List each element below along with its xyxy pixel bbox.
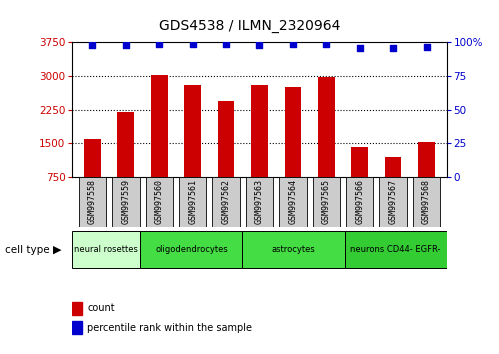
Bar: [84, 139, 101, 177]
Point: [322, 41, 330, 47]
Text: neurons CD44- EGFR-: neurons CD44- EGFR-: [350, 245, 441, 254]
Bar: [418, 142, 435, 177]
Text: GSM997559: GSM997559: [121, 179, 130, 224]
Bar: [385, 157, 402, 177]
Text: GSM997564: GSM997564: [288, 179, 297, 224]
Bar: [279, 177, 306, 227]
Bar: [151, 75, 168, 177]
Bar: [351, 147, 368, 177]
Text: GSM997562: GSM997562: [222, 179, 231, 224]
Text: astrocytes: astrocytes: [271, 245, 315, 254]
Text: GDS4538 / ILMN_2320964: GDS4538 / ILMN_2320964: [159, 19, 340, 34]
Bar: [79, 177, 106, 227]
Bar: [246, 177, 273, 227]
Text: count: count: [87, 303, 115, 313]
Bar: [184, 85, 201, 177]
Text: neural rosettes: neural rosettes: [74, 245, 138, 254]
Bar: [284, 87, 301, 177]
Bar: [218, 101, 235, 177]
Point: [222, 41, 230, 47]
Bar: [379, 177, 407, 227]
Point: [356, 45, 364, 51]
Text: percentile rank within the sample: percentile rank within the sample: [87, 323, 252, 333]
Bar: [112, 177, 140, 227]
Text: oligodendrocytes: oligodendrocytes: [155, 245, 228, 254]
Bar: [72, 321, 82, 334]
Point: [88, 42, 96, 48]
Point: [389, 45, 397, 51]
Text: GSM997560: GSM997560: [155, 179, 164, 224]
Bar: [344, 231, 447, 268]
Bar: [146, 177, 173, 227]
Text: GSM997563: GSM997563: [255, 179, 264, 224]
Point: [189, 41, 197, 47]
Point: [289, 41, 297, 47]
Point: [423, 44, 431, 49]
Point: [155, 41, 163, 47]
Point: [122, 42, 130, 48]
Bar: [312, 177, 340, 227]
Bar: [318, 77, 335, 177]
Point: [255, 42, 263, 48]
Text: cell type: cell type: [5, 245, 49, 255]
Bar: [140, 231, 243, 268]
Bar: [251, 85, 268, 177]
Text: GSM997561: GSM997561: [188, 179, 197, 224]
Bar: [213, 177, 240, 227]
Bar: [243, 231, 344, 268]
Text: GSM997567: GSM997567: [389, 179, 398, 224]
Text: ▶: ▶: [53, 245, 62, 255]
Bar: [72, 231, 140, 268]
Bar: [346, 177, 373, 227]
Bar: [117, 112, 134, 177]
Bar: [179, 177, 207, 227]
Text: GSM997568: GSM997568: [422, 179, 431, 224]
Text: GSM997565: GSM997565: [322, 179, 331, 224]
Bar: [413, 177, 440, 227]
Text: GSM997566: GSM997566: [355, 179, 364, 224]
Text: GSM997558: GSM997558: [88, 179, 97, 224]
Bar: [72, 302, 82, 314]
